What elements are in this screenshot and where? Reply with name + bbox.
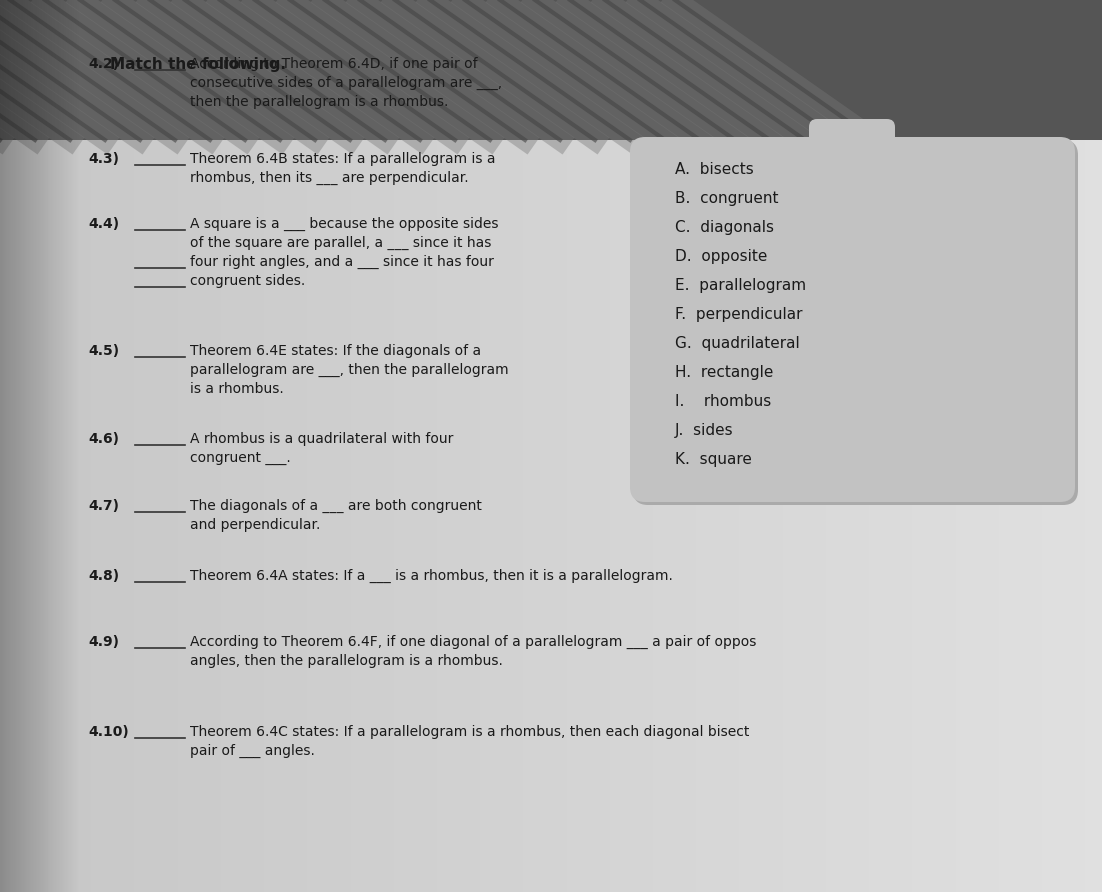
Text: A rhombus is a quadrilateral with four: A rhombus is a quadrilateral with four (190, 432, 453, 446)
Text: Theorem 6.4E states: If the diagonals of a: Theorem 6.4E states: If the diagonals of… (190, 344, 482, 358)
Text: 4.7): 4.7) (88, 499, 119, 513)
Text: H.  rectangle: H. rectangle (676, 365, 774, 380)
Text: C.  diagonals: C. diagonals (676, 220, 774, 235)
Text: E.  parallelogram: E. parallelogram (676, 278, 807, 293)
Bar (0, 0, 1102, 140)
Text: K.  square: K. square (676, 452, 752, 467)
Text: 4.8): 4.8) (88, 569, 119, 583)
Text: J.  sides: J. sides (676, 423, 734, 438)
Text: D.  opposite: D. opposite (676, 249, 767, 264)
Text: angles, then the parallelogram is a rhombus.: angles, then the parallelogram is a rhom… (190, 654, 503, 668)
Text: 4.4): 4.4) (88, 217, 119, 231)
Text: G.  quadrilateral: G. quadrilateral (676, 336, 800, 351)
Text: and perpendicular.: and perpendicular. (190, 518, 321, 532)
Text: 4.9): 4.9) (88, 635, 119, 649)
Text: According to Theorem 6.4D, if one pair of: According to Theorem 6.4D, if one pair o… (190, 57, 477, 71)
Text: of the square are parallel, a ___ since it has: of the square are parallel, a ___ since … (190, 236, 491, 250)
Text: A.  bisects: A. bisects (676, 162, 754, 177)
FancyBboxPatch shape (809, 119, 895, 145)
Text: The diagonals of a ___ are both congruent: The diagonals of a ___ are both congruen… (190, 499, 482, 513)
Text: rhombus, then its ___ are perpendicular.: rhombus, then its ___ are perpendicular. (190, 171, 468, 186)
Text: parallelogram are ___, then the parallelogram: parallelogram are ___, then the parallel… (190, 363, 509, 377)
Text: Match the following.: Match the following. (110, 57, 287, 72)
Text: is a rhombus.: is a rhombus. (190, 382, 283, 396)
Text: 4.5): 4.5) (88, 344, 119, 358)
Text: then the parallelogram is a rhombus.: then the parallelogram is a rhombus. (190, 95, 449, 109)
Text: congruent ___.: congruent ___. (190, 451, 291, 465)
Text: Theorem 6.4A states: If a ___ is a rhombus, then it is a parallelogram.: Theorem 6.4A states: If a ___ is a rhomb… (190, 569, 673, 583)
Text: Theorem 6.4C states: If a parallelogram is a rhombus, then each diagonal bisect: Theorem 6.4C states: If a parallelogram … (190, 725, 749, 739)
Text: consecutive sides of a parallelogram are ___,: consecutive sides of a parallelogram are… (190, 76, 503, 90)
Text: F.  perpendicular: F. perpendicular (676, 307, 802, 322)
Text: 4.3): 4.3) (88, 152, 119, 166)
Text: A square is a ___ because the opposite sides: A square is a ___ because the opposite s… (190, 217, 498, 231)
Text: According to Theorem 6.4F, if one diagonal of a parallelogram ___ a pair of oppo: According to Theorem 6.4F, if one diagon… (190, 635, 756, 649)
Text: 4.2): 4.2) (88, 57, 119, 71)
FancyBboxPatch shape (630, 137, 1074, 502)
Text: Theorem 6.4B states: If a parallelogram is a: Theorem 6.4B states: If a parallelogram … (190, 152, 496, 166)
Text: B.  congruent: B. congruent (676, 191, 778, 206)
Text: 4.10): 4.10) (88, 725, 129, 739)
FancyBboxPatch shape (633, 140, 1078, 505)
Text: I.    rhombus: I. rhombus (676, 394, 771, 409)
Text: 4.6): 4.6) (88, 432, 119, 446)
Text: pair of ___ angles.: pair of ___ angles. (190, 744, 315, 758)
Text: four right angles, and a ___ since it has four: four right angles, and a ___ since it ha… (190, 255, 494, 269)
Text: congruent sides.: congruent sides. (190, 274, 305, 288)
